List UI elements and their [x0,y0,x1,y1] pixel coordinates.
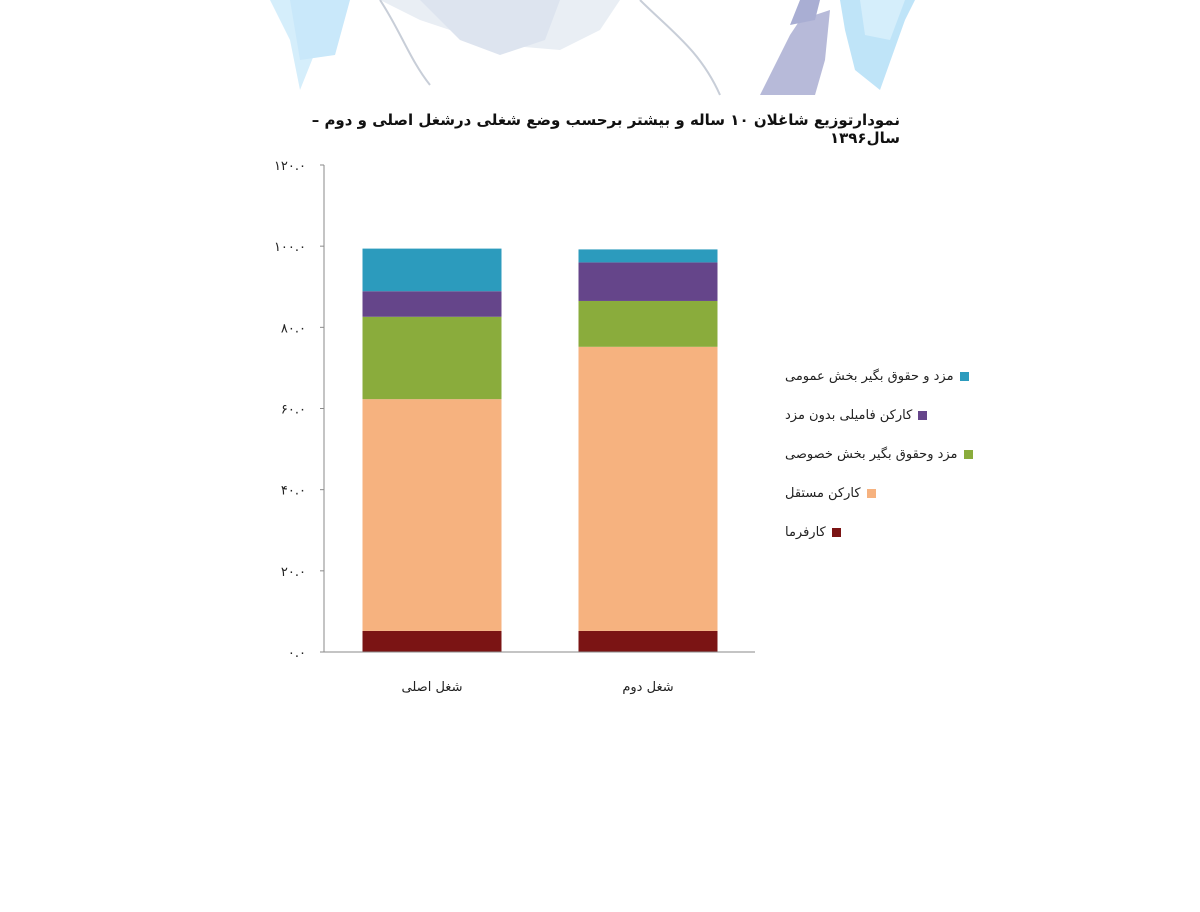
bar-segment-1-1 [362,630,502,652]
legend-label: کارفرما [785,524,826,540]
legend-item: کارکن مستقل [785,483,876,503]
bar-segment-2-2 [578,346,718,631]
bars [362,248,718,652]
y-tick-label: ۲۰.۰ [281,565,306,580]
y-tick-label: ۸۰.۰ [281,321,306,336]
bar-segment-1-2 [362,399,502,631]
legend-item: مزد و حقوق بگیر بخش عمومی [785,366,969,386]
legend-swatch [866,488,876,498]
legend-swatch [963,449,973,459]
x-category-label: شغل دوم [622,680,673,695]
chart-title: نمودارتوزیع شاغلان ۱۰ ساله و بیشتر برحسب… [311,111,900,147]
legend-label: مزد و حقوق بگیر بخش عمومی [785,368,954,384]
y-tick-label: ۱۰۰.۰ [274,240,306,255]
y-tick-label: ۴۰.۰ [281,484,306,499]
y-tick-label: ۶۰.۰ [281,403,306,418]
bar-segment-1-4 [362,291,502,317]
y-tick-label: ۰.۰ [288,646,306,661]
y-axis: ۰.۰ ۲۰.۰ ۴۰.۰ ۶۰.۰ ۸۰.۰ ۱۰۰.۰ ۱۲۰.۰ [274,159,325,661]
legend-label: کارکن مستقل [785,485,861,501]
bar-segment-1-5 [362,248,502,292]
x-axis: شغل اصلی شغل دوم [324,651,755,695]
legend-item: کارفرما [785,522,841,542]
bar-segment-2-5 [578,249,718,263]
bar-segment-1-3 [362,316,502,400]
legend-swatch [918,410,928,420]
legend-item: مزد وحقوق بگیر بخش خصوصی [785,444,973,464]
legend-label: مزد وحقوق بگیر بخش خصوصی [785,446,958,462]
legend-swatch [959,371,969,381]
legend-label: کارکن فامیلی بدون مزد [785,407,913,423]
y-tick-label: ۱۲۰.۰ [274,159,306,174]
legend-item: کارکن فامیلی بدون مزد [785,405,928,425]
legend-swatch [831,527,841,537]
x-category-label: شغل اصلی [402,680,463,695]
bar-segment-2-1 [578,630,718,652]
header-banner-graphic [270,0,915,96]
bar-segment-2-4 [578,262,718,301]
bar-segment-2-3 [578,300,718,347]
